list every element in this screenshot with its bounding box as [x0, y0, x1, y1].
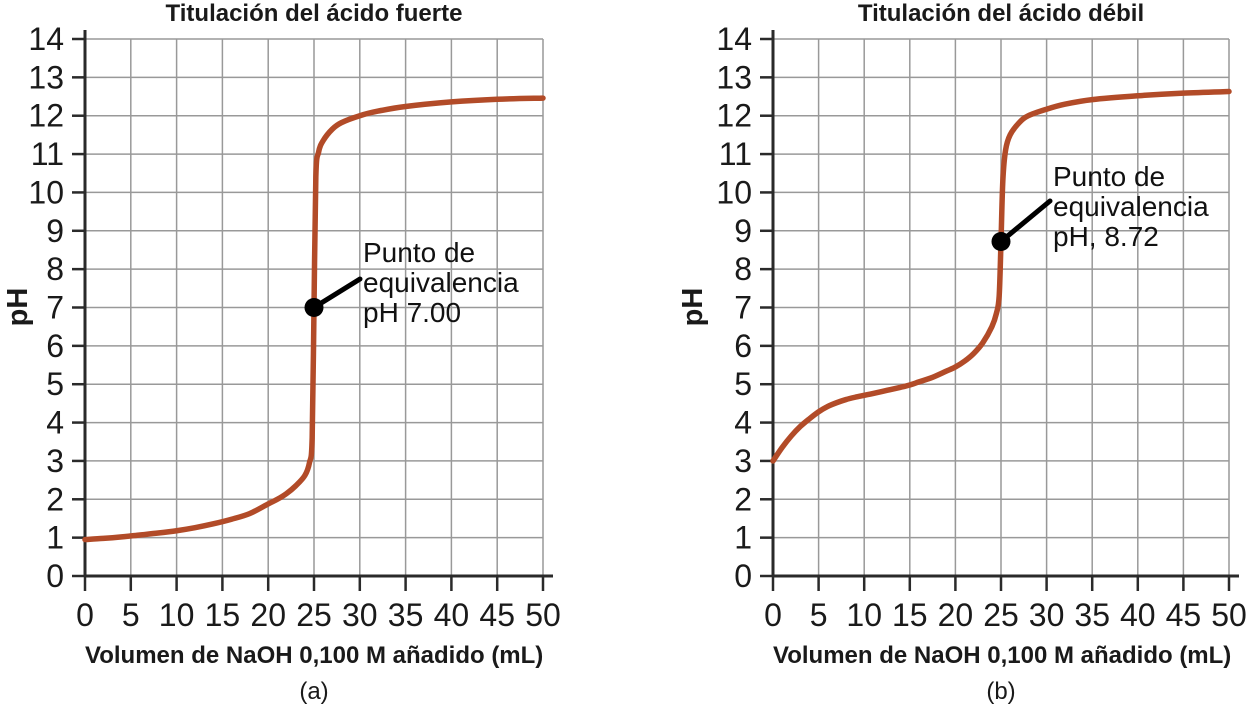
y-tick-label: 1	[734, 520, 752, 556]
annotation-text-line: pH 7.00	[363, 297, 461, 328]
annotation-text-line: equivalencia	[363, 267, 519, 298]
x-tick-label: 10	[846, 597, 882, 633]
y-tick-label: 12	[716, 98, 752, 134]
y-tick-label: 14	[716, 21, 752, 57]
y-tick-label: 5	[46, 366, 64, 402]
y-tick-label: 10	[28, 174, 64, 210]
x-tick-label: 20	[938, 597, 974, 633]
panel-weak-acid: Titulación del ácido débil pH 0 5 10 15 20 25…	[629, 0, 1258, 715]
y-tick-label: 9	[46, 213, 64, 249]
annotation-leader-line	[998, 198, 1053, 245]
y-tick-label: 7	[734, 290, 752, 326]
chart-title-strong-acid: Titulación del ácido fuerte	[165, 0, 463, 27]
y-tick-label: 12	[28, 98, 64, 134]
y-tick-label: 14	[28, 21, 64, 57]
annotation-text-line: Punto de	[363, 237, 475, 268]
y-tick-label: 6	[734, 328, 752, 364]
x-tick-label: 15	[205, 597, 241, 633]
annotation-text-line: pH, 8.72	[1053, 221, 1159, 252]
y-tick-label: 10	[716, 174, 752, 210]
y-tick-label: 2	[46, 481, 64, 517]
strong-acid-titration-chart: 0 5 10 15 20 25 30 35 40 45 5001234567891011121314…	[28, 21, 561, 633]
y-tick-label: 4	[46, 405, 64, 441]
equivalence-point-dot	[304, 298, 324, 317]
y-tick-label: 8	[46, 251, 64, 287]
y-tick-label: 0	[46, 558, 64, 594]
y-tick-label: 7	[46, 290, 64, 326]
titration-curve	[82, 95, 546, 543]
y-tick-label: 3	[46, 443, 64, 479]
x-tick-label: 45	[1166, 597, 1202, 633]
y-tick-label: 3	[734, 443, 752, 479]
annotation-text-line: equivalencia	[1053, 191, 1209, 222]
panel-strong-acid: Titulación del ácido fuerte pH 0 5 10 15 20 2…	[2, 0, 561, 705]
chart-title-weak-acid: Titulación del ácido débil	[857, 0, 1145, 27]
y-tick-label: 2	[734, 481, 752, 517]
x-axis-title-strong-acid: Volumen de NaOH 0,100 M añadido (mL)	[85, 642, 544, 669]
x-axis-title-weak-acid: Volumen de NaOH 0,100 M añadido (mL)	[773, 642, 1232, 669]
x-tick-label: 50	[1211, 597, 1247, 633]
x-tick-label: 30	[1029, 597, 1065, 633]
annotation-text-line: Punto de	[1053, 161, 1165, 192]
x-tick-label: 40	[434, 597, 470, 633]
x-tick-label: 20	[250, 597, 286, 633]
panel-caption-a: (a)	[299, 678, 329, 705]
x-tick-label: 35	[1074, 597, 1110, 633]
y-tick-label: 4	[734, 405, 752, 441]
y-tick-label: 5	[734, 366, 752, 402]
x-tick-label: 30	[342, 597, 378, 633]
equivalence-point-dot	[991, 232, 1011, 252]
x-tick-label: 0	[764, 597, 782, 633]
x-tick-label: 10	[159, 597, 195, 633]
x-tick-label: 15	[892, 597, 928, 633]
y-tick-label: 11	[31, 136, 64, 172]
x-tick-label: 25	[296, 597, 332, 633]
x-tick-label: 50	[525, 597, 561, 633]
y-tick-label: 13	[28, 59, 64, 95]
x-tick-label: 5	[122, 597, 140, 633]
weak-acid-titration-chart: 0 5 10 15 20 25 30 35 40 45 5001234567891011121314…	[716, 21, 1247, 633]
x-tick-label: 40	[1120, 597, 1156, 633]
panel-caption-b: (b)	[986, 678, 1016, 705]
y-tick-label: 9	[734, 213, 752, 249]
y-tick-label: 11	[719, 136, 752, 172]
x-tick-label: 5	[810, 597, 828, 633]
y-tick-label: 1	[46, 520, 64, 556]
y-tick-label: 0	[734, 558, 752, 594]
titration-curve	[770, 88, 1232, 464]
x-tick-label: 25	[983, 597, 1019, 633]
y-tick-label: 8	[734, 251, 752, 287]
y-tick-label: 13	[716, 59, 752, 95]
x-tick-label: 35	[388, 597, 424, 633]
x-tick-label: 45	[479, 597, 515, 633]
y-tick-label: 6	[46, 328, 64, 364]
x-tick-label: 0	[76, 597, 94, 633]
